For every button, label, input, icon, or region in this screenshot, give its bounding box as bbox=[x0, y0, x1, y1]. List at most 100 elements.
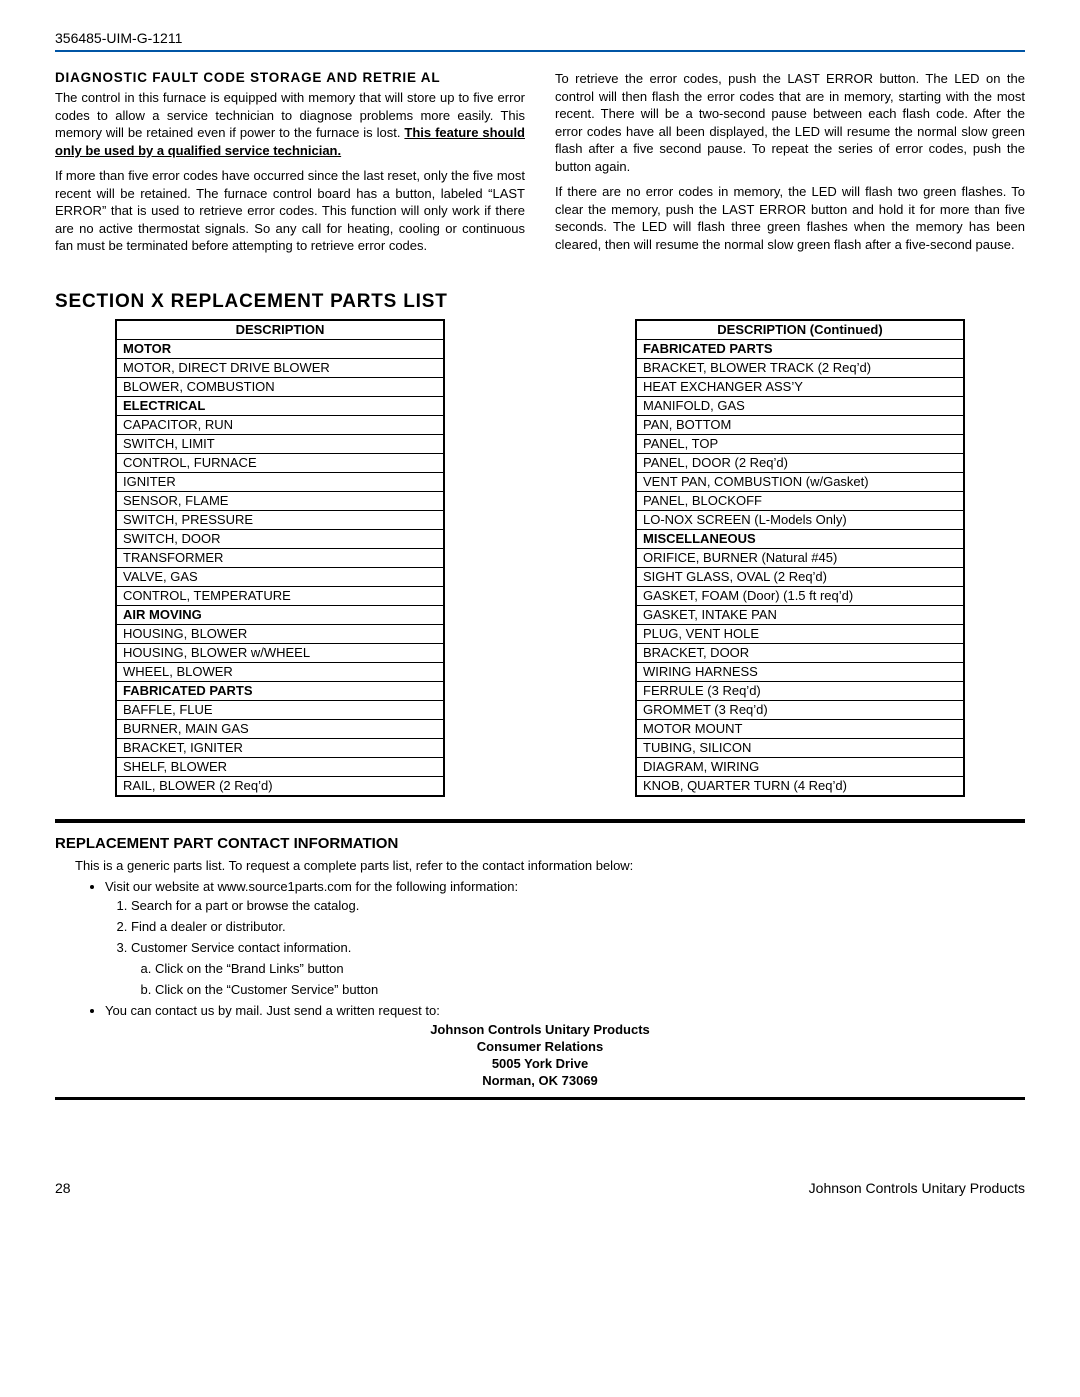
table-row: KNOB, QUARTER TURN (4 Req’d) bbox=[636, 776, 964, 796]
table-cell: LO-NOX SCREEN (L-Models Only) bbox=[636, 510, 964, 529]
table-cell: FERRULE (3 Req’d) bbox=[636, 681, 964, 700]
table-row: WHEEL, BLOWER bbox=[116, 662, 444, 681]
diag-p3: To retrieve the error codes, push the LA… bbox=[555, 70, 1025, 175]
table-row: BRACKET, BLOWER TRACK (2 Req’d) bbox=[636, 358, 964, 377]
table-row: HEAT EXCHANGER ASS’Y bbox=[636, 377, 964, 396]
table-cell: TRANSFORMER bbox=[116, 548, 444, 567]
table-cell: BAFFLE, FLUE bbox=[116, 700, 444, 719]
table-cell: ELECTRICAL bbox=[116, 396, 444, 415]
table-row: VENT PAN, COMBUSTION (w/Gasket) bbox=[636, 472, 964, 491]
table-row: PLUG, VENT HOLE bbox=[636, 624, 964, 643]
num-1: Search for a part or browse the catalog. bbox=[131, 898, 1025, 913]
table-row: SHELF, BLOWER bbox=[116, 757, 444, 776]
table-cell: PANEL, TOP bbox=[636, 434, 964, 453]
diagnostic-columns: DIAGNOSTIC FAULT CODE STORAGE AND RETRIE… bbox=[55, 70, 1025, 263]
table-row: PANEL, DOOR (2 Req’d) bbox=[636, 453, 964, 472]
addr-line-4: Norman, OK 73069 bbox=[55, 1073, 1025, 1090]
addr-line-1: Johnson Controls Unitary Products bbox=[55, 1022, 1025, 1039]
parts-table-left: DESCRIPTION MOTORMOTOR, DIRECT DRIVE BLO… bbox=[115, 319, 445, 797]
table-cell: SWITCH, PRESSURE bbox=[116, 510, 444, 529]
addr-line-3: 5005 York Drive bbox=[55, 1056, 1025, 1073]
table-row: WIRING HARNESS bbox=[636, 662, 964, 681]
table-cell: BRACKET, DOOR bbox=[636, 643, 964, 662]
diag-p4: If there are no error codes in memory, t… bbox=[555, 183, 1025, 253]
table-cell: HOUSING, BLOWER w/WHEEL bbox=[116, 643, 444, 662]
table-cell: PANEL, DOOR (2 Req’d) bbox=[636, 453, 964, 472]
table-row: DIAGRAM, WIRING bbox=[636, 757, 964, 776]
table-cell: DIAGRAM, WIRING bbox=[636, 757, 964, 776]
table-cell: SWITCH, DOOR bbox=[116, 529, 444, 548]
table-row: CONTROL, TEMPERATURE bbox=[116, 586, 444, 605]
alpha-b: Click on the “Customer Service” button bbox=[155, 982, 1025, 997]
table-cell: BRACKET, IGNITER bbox=[116, 738, 444, 757]
table-row: IGNITER bbox=[116, 472, 444, 491]
table-row: GROMMET (3 Req’d) bbox=[636, 700, 964, 719]
table-cell: PAN, BOTTOM bbox=[636, 415, 964, 434]
table-cell: TUBING, SILICON bbox=[636, 738, 964, 757]
table-cell: SWITCH, LIMIT bbox=[116, 434, 444, 453]
mailing-address: Johnson Controls Unitary Products Consum… bbox=[55, 1022, 1025, 1090]
table-row: RAIL, BLOWER (2 Req’d) bbox=[116, 776, 444, 796]
table-row: FABRICATED PARTS bbox=[636, 339, 964, 358]
table-row: PANEL, TOP bbox=[636, 434, 964, 453]
bullet-list-1: Visit our website at www.source1parts.co… bbox=[105, 879, 1025, 894]
table-row: SIGHT GLASS, OVAL (2 Req’d) bbox=[636, 567, 964, 586]
table-row: VALVE, GAS bbox=[116, 567, 444, 586]
table-row: PANEL, BLOCKOFF bbox=[636, 491, 964, 510]
table-row: MOTOR MOUNT bbox=[636, 719, 964, 738]
table-cell: MOTOR bbox=[116, 339, 444, 358]
table-cell: CONTROL, FURNACE bbox=[116, 453, 444, 472]
contact-heading: REPLACEMENT PART CONTACT INFORMATION bbox=[55, 835, 1025, 852]
alpha-list: Click on the “Brand Links” button Click … bbox=[155, 961, 1025, 997]
doc-id: 356485-UIM-G-1211 bbox=[55, 30, 182, 46]
table-cell: PANEL, BLOCKOFF bbox=[636, 491, 964, 510]
table-row: BAFFLE, FLUE bbox=[116, 700, 444, 719]
table-cell: SHELF, BLOWER bbox=[116, 757, 444, 776]
table-row: BRACKET, IGNITER bbox=[116, 738, 444, 757]
parts-tables: DESCRIPTION MOTORMOTOR, DIRECT DRIVE BLO… bbox=[55, 319, 1025, 797]
table-cell: FABRICATED PARTS bbox=[116, 681, 444, 700]
right-column: To retrieve the error codes, push the LA… bbox=[555, 70, 1025, 263]
table-row: SWITCH, DOOR bbox=[116, 529, 444, 548]
table-cell: VENT PAN, COMBUSTION (w/Gasket) bbox=[636, 472, 964, 491]
page-footer: 28 Johnson Controls Unitary Products bbox=[55, 1180, 1025, 1196]
table-row: BRACKET, DOOR bbox=[636, 643, 964, 662]
table-cell: MOTOR MOUNT bbox=[636, 719, 964, 738]
table-row: SENSOR, FLAME bbox=[116, 491, 444, 510]
page-number: 28 bbox=[55, 1180, 71, 1196]
table-row: CONTROL, FURNACE bbox=[116, 453, 444, 472]
table-cell: GASKET, INTAKE PAN bbox=[636, 605, 964, 624]
table-cell: KNOB, QUARTER TURN (4 Req’d) bbox=[636, 776, 964, 796]
table-row: MANIFOLD, GAS bbox=[636, 396, 964, 415]
footer-company: Johnson Controls Unitary Products bbox=[809, 1180, 1025, 1196]
table-row: AIR MOVING bbox=[116, 605, 444, 624]
table-row: CAPACITOR, RUN bbox=[116, 415, 444, 434]
numbered-list: Search for a part or browse the catalog.… bbox=[131, 898, 1025, 955]
diag-p1: The control in this furnace is equipped … bbox=[55, 89, 525, 159]
table-cell: AIR MOVING bbox=[116, 605, 444, 624]
table-row: BLOWER, COMBUSTION bbox=[116, 377, 444, 396]
bullet-visit: Visit our website at www.source1parts.co… bbox=[105, 879, 1025, 894]
table-cell: CONTROL, TEMPERATURE bbox=[116, 586, 444, 605]
table-cell: HEAT EXCHANGER ASS’Y bbox=[636, 377, 964, 396]
table-row: SWITCH, LIMIT bbox=[116, 434, 444, 453]
contact-intro: This is a generic parts list. To request… bbox=[75, 858, 1005, 873]
table-row: HOUSING, BLOWER w/WHEEL bbox=[116, 643, 444, 662]
bullet-list-2: You can contact us by mail. Just send a … bbox=[105, 1003, 1025, 1018]
table-row: ORIFICE, BURNER (Natural #45) bbox=[636, 548, 964, 567]
table-cell: WHEEL, BLOWER bbox=[116, 662, 444, 681]
table-row: LO-NOX SCREEN (L-Models Only) bbox=[636, 510, 964, 529]
parts-table-right: DESCRIPTION (Continued) FABRICATED PARTS… bbox=[635, 319, 965, 797]
table-cell: BLOWER, COMBUSTION bbox=[116, 377, 444, 396]
table-row: TUBING, SILICON bbox=[636, 738, 964, 757]
table-row: FABRICATED PARTS bbox=[116, 681, 444, 700]
table-cell: WIRING HARNESS bbox=[636, 662, 964, 681]
table-row: PAN, BOTTOM bbox=[636, 415, 964, 434]
table-cell: RAIL, BLOWER (2 Req’d) bbox=[116, 776, 444, 796]
table-row: HOUSING, BLOWER bbox=[116, 624, 444, 643]
table-row: GASKET, INTAKE PAN bbox=[636, 605, 964, 624]
section-x-title: SECTION X REPLACEMENT PARTS LIST bbox=[55, 291, 1025, 313]
table-cell: HOUSING, BLOWER bbox=[116, 624, 444, 643]
table-cell: PLUG, VENT HOLE bbox=[636, 624, 964, 643]
table-cell: CAPACITOR, RUN bbox=[116, 415, 444, 434]
